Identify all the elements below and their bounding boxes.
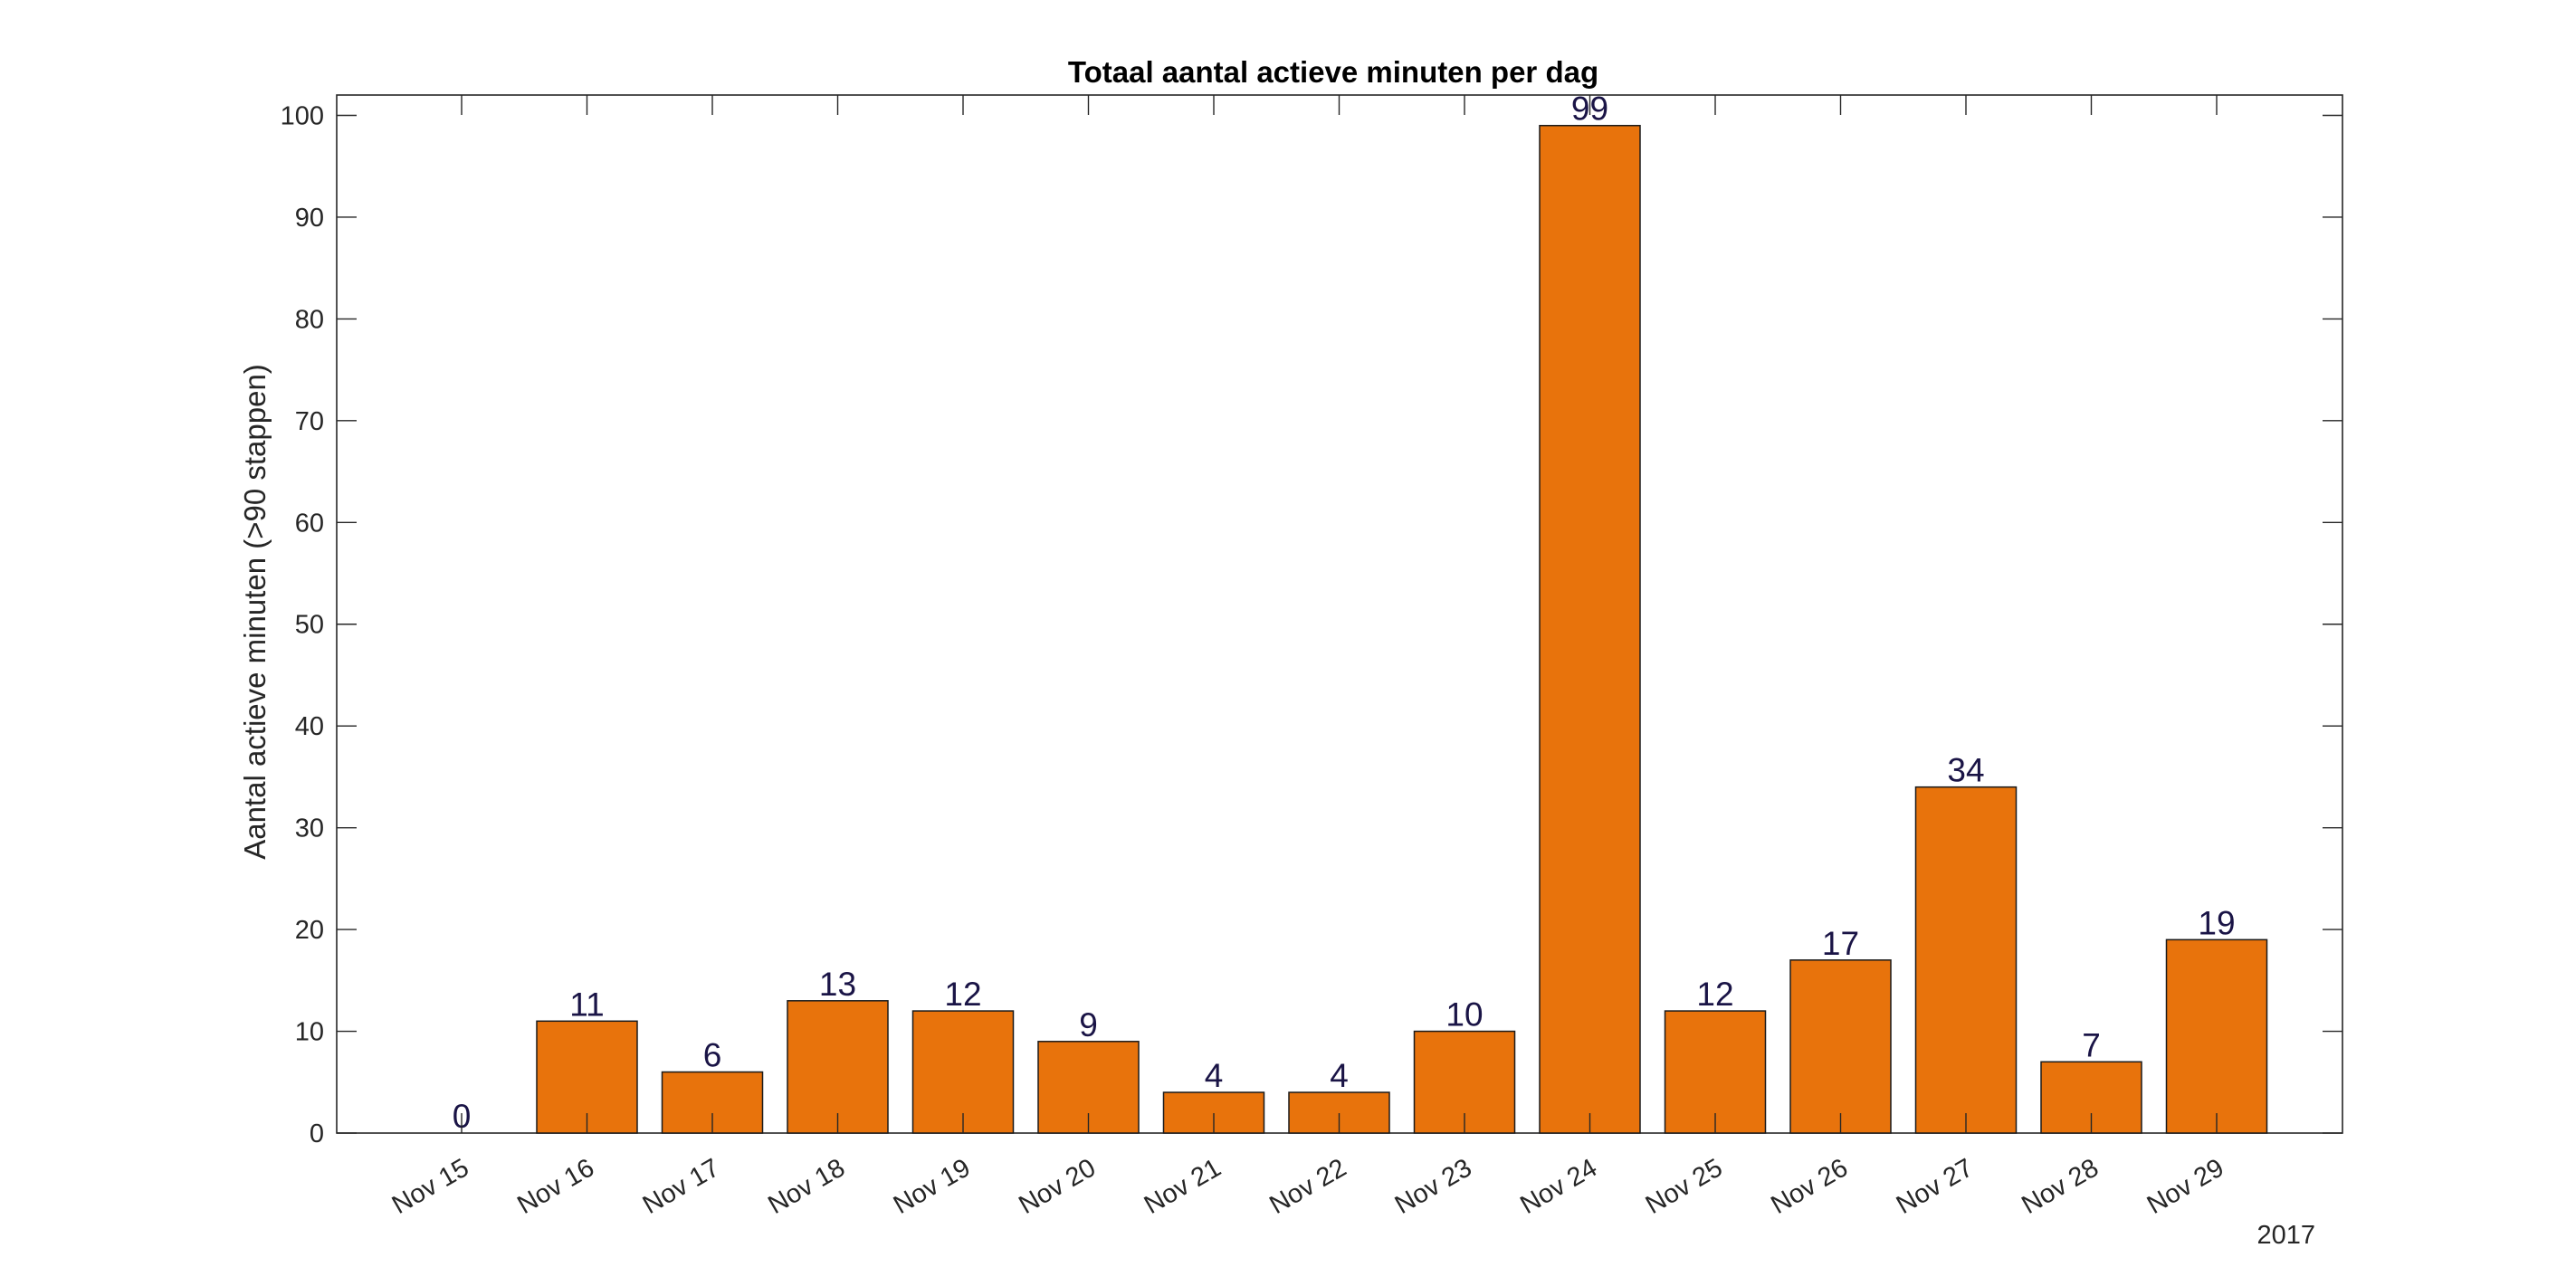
plot-area-box (336, 94, 2343, 1134)
x-tick-label-nov-28: Nov 28 (2017, 1153, 2104, 1220)
x-tick-label-nov-23: Nov 23 (1390, 1153, 1477, 1220)
plot-frame (336, 94, 2343, 1134)
bar-nov-29 (2165, 938, 2268, 1134)
bar-nov-26 (1789, 959, 1892, 1134)
x-tick-label-nov-22: Nov 22 (1264, 1153, 1351, 1220)
x-tick-label-nov-24: Nov 24 (1515, 1153, 1602, 1220)
x-tick-label-nov-16: Nov 16 (512, 1153, 599, 1220)
x-tick-label-nov-15: Nov 15 (387, 1153, 474, 1220)
y-tick-label: 30 (295, 814, 324, 843)
data-label-nov-26: 17 (1822, 925, 1859, 962)
x-tick-label-nov-19: Nov 19 (889, 1153, 976, 1220)
y-tick-label: 100 (281, 101, 324, 130)
bar-nov-25 (1664, 1010, 1767, 1134)
data-label-nov-22: 4 (1330, 1057, 1349, 1094)
x-axis-year-label: 2017 (2256, 1221, 2315, 1250)
x-tick-label-nov-21: Nov 21 (1140, 1153, 1226, 1220)
data-label-nov-19: 12 (944, 976, 981, 1013)
data-label-nov-20: 9 (1079, 1006, 1098, 1043)
data-label-nov-29: 19 (2198, 904, 2235, 941)
data-label-nov-16: 11 (569, 986, 604, 1023)
bar-nov-27 (1914, 786, 2018, 1134)
x-tick-label-nov-20: Nov 20 (1014, 1153, 1101, 1220)
data-label-nov-18: 13 (819, 966, 856, 1003)
y-tick-label: 60 (295, 509, 324, 538)
data-label-nov-27: 34 (1947, 752, 1984, 789)
y-tick-label: 90 (295, 204, 324, 233)
bar-nov-24 (1539, 124, 1641, 1134)
data-label-nov-23: 10 (1445, 996, 1483, 1034)
x-tick-label-nov-27: Nov 27 (1892, 1153, 1979, 1220)
y-tick-label: 20 (295, 916, 324, 945)
x-tick-label-nov-17: Nov 17 (638, 1153, 725, 1220)
data-label-nov-17: 6 (703, 1037, 722, 1074)
y-tick-label: 70 (295, 407, 324, 436)
y-tick-label: 50 (295, 611, 324, 640)
x-tick-label-nov-25: Nov 25 (1641, 1153, 1728, 1220)
bar-nov-18 (787, 1000, 889, 1134)
y-tick-label: 40 (295, 712, 324, 741)
data-label-nov-25: 12 (1696, 976, 1733, 1013)
data-label-nov-28: 7 (2082, 1026, 2101, 1063)
y-tick-label: 80 (295, 305, 324, 334)
y-axis-title: Aantal actieve minuten (>90 stappen) (238, 364, 272, 860)
x-tick-label-nov-29: Nov 29 (2142, 1153, 2229, 1220)
chart-title: Totaal aantal actieve minuten per dag (1068, 55, 1598, 89)
data-label-nov-21: 4 (1205, 1057, 1224, 1094)
x-tick-label-nov-18: Nov 18 (763, 1153, 850, 1220)
y-tick-label: 10 (295, 1018, 324, 1047)
y-tick-label: 0 (310, 1119, 324, 1148)
x-tick-label-nov-26: Nov 26 (1766, 1153, 1853, 1220)
bar-nov-19 (911, 1010, 1015, 1134)
y-axis: 0 10 20 30 40 50 60 70 80 90 100 (281, 101, 2342, 1148)
